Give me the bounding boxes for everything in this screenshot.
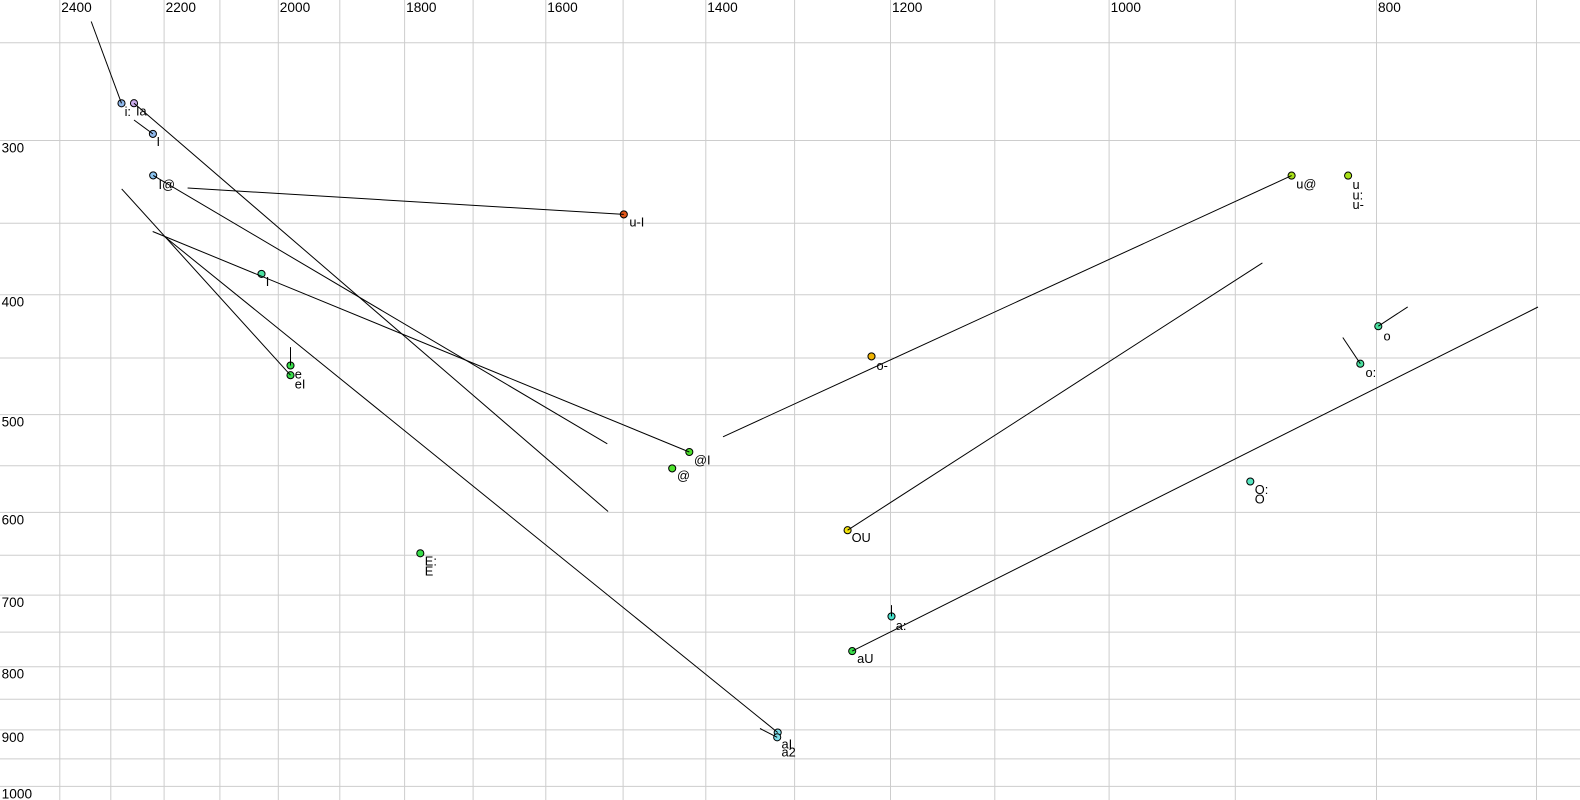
svg-text:u-I: u-I bbox=[629, 215, 644, 230]
svg-text:a2: a2 bbox=[782, 744, 796, 759]
svg-text:@I: @I bbox=[694, 452, 711, 467]
svg-text:1200: 1200 bbox=[892, 0, 922, 15]
svg-text:2000: 2000 bbox=[280, 0, 310, 15]
svg-text:@: @ bbox=[677, 468, 690, 483]
svg-text:2400: 2400 bbox=[61, 0, 91, 15]
svg-text:700: 700 bbox=[2, 595, 24, 610]
svg-text:O:: O: bbox=[1255, 482, 1269, 497]
svg-text:1400: 1400 bbox=[707, 0, 737, 15]
svg-text:u:: u: bbox=[1353, 187, 1364, 202]
svg-text:I@: I@ bbox=[159, 177, 176, 192]
svg-text:800: 800 bbox=[1378, 0, 1401, 15]
svg-text:E:: E: bbox=[425, 553, 437, 568]
svg-text:O: O bbox=[1255, 491, 1265, 506]
svg-text:I: I bbox=[157, 134, 161, 149]
svg-text:1800: 1800 bbox=[406, 0, 436, 15]
svg-text:a:: a: bbox=[896, 618, 907, 633]
svg-text:I: I bbox=[266, 274, 270, 289]
svg-text:300: 300 bbox=[2, 140, 24, 155]
svg-text:OU: OU bbox=[852, 530, 871, 545]
svg-text:E: E bbox=[425, 563, 434, 578]
svg-text:500: 500 bbox=[2, 415, 24, 430]
svg-text:400: 400 bbox=[2, 295, 24, 310]
svg-text:2200: 2200 bbox=[166, 0, 196, 15]
svg-text:u@: u@ bbox=[1296, 176, 1316, 191]
svg-text:eI: eI bbox=[295, 376, 306, 391]
svg-text:u-: u- bbox=[1353, 197, 1364, 212]
svg-text:i:: i: bbox=[125, 104, 131, 119]
svg-text:600: 600 bbox=[2, 512, 24, 527]
svg-text:e: e bbox=[295, 367, 302, 382]
svg-text:aI: aI bbox=[782, 736, 793, 751]
svg-text:1000: 1000 bbox=[2, 786, 32, 800]
svg-text:u: u bbox=[1353, 177, 1360, 192]
svg-text:o: o bbox=[1384, 329, 1391, 344]
svg-text:1600: 1600 bbox=[547, 0, 577, 15]
svg-text:1000: 1000 bbox=[1111, 0, 1141, 15]
svg-text:o:: o: bbox=[1366, 365, 1377, 380]
svg-text:aU: aU bbox=[857, 651, 873, 666]
svg-text:Ia: Ia bbox=[136, 103, 148, 118]
svg-text:o-: o- bbox=[877, 358, 888, 373]
svg-text:800: 800 bbox=[2, 667, 24, 682]
svg-text:900: 900 bbox=[2, 730, 24, 745]
